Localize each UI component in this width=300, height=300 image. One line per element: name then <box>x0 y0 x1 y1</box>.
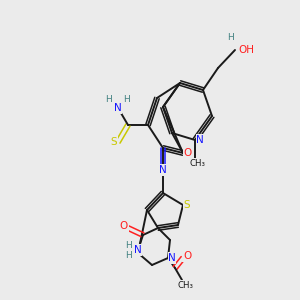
Text: H: H <box>106 95 112 104</box>
Text: S: S <box>111 137 117 147</box>
Text: N: N <box>159 165 167 175</box>
Text: OH: OH <box>238 45 254 55</box>
Text: H: H <box>226 34 233 43</box>
Text: CH₃: CH₃ <box>177 280 193 290</box>
Text: H: H <box>124 95 130 104</box>
Text: CH₃: CH₃ <box>190 158 206 167</box>
Text: O: O <box>183 251 191 261</box>
Text: N: N <box>168 253 176 263</box>
Text: N: N <box>114 103 122 113</box>
Text: H: H <box>124 241 131 250</box>
Text: O: O <box>184 148 192 158</box>
Text: N: N <box>134 245 142 255</box>
Text: O: O <box>120 221 128 231</box>
Text: N: N <box>196 135 204 145</box>
Text: S: S <box>184 200 190 210</box>
Text: H: H <box>124 250 131 260</box>
